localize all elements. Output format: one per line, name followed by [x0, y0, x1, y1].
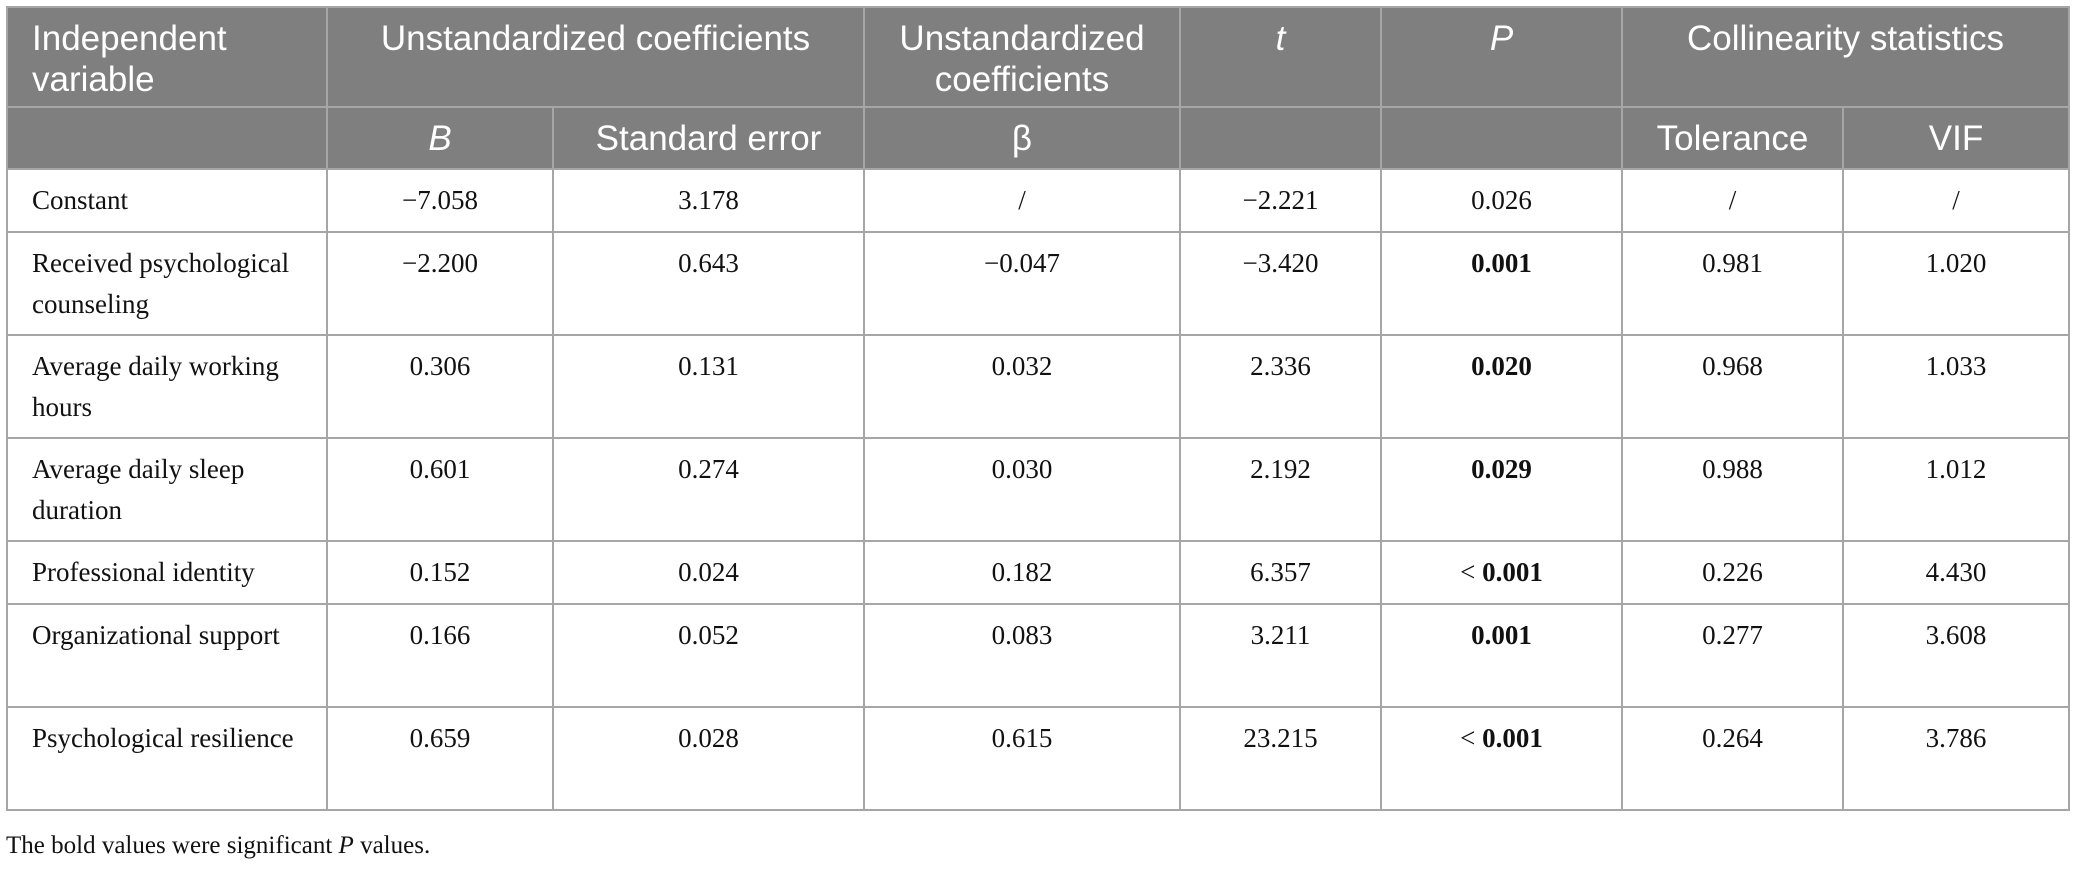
p-prefix: < [1460, 723, 1483, 753]
table-row: Psychological resilience 0.659 0.028 0.615 2… [6, 706, 2071, 811]
cell-vif: 1.020 [1841, 231, 2071, 336]
cell-t: 2.192 [1179, 437, 1382, 542]
cell-variable: Organizational support [6, 603, 328, 708]
cell-p: 0.020 [1380, 334, 1623, 439]
p-value: 0.001 [1482, 723, 1543, 753]
table-footnote: The bold values were significant P value… [6, 831, 430, 861]
p-value: 0.026 [1471, 185, 1532, 215]
cell-b: 0.152 [326, 540, 554, 605]
cell-tolerance: 0.988 [1621, 437, 1844, 542]
cell-variable: Psychological resilience [6, 706, 328, 811]
cell-b: 0.601 [326, 437, 554, 542]
cell-p: < 0.001 [1380, 540, 1623, 605]
cell-p: < 0.001 [1380, 706, 1623, 811]
table-row: Constant −7.058 3.178/−2.221 0.026// [6, 168, 2071, 233]
cell-beta: 0.615 [863, 706, 1181, 811]
cell-t: 23.215 [1179, 706, 1382, 811]
cell-variable: Received psychological counseling [6, 231, 328, 336]
cell-vif: 3.786 [1841, 706, 2071, 811]
table-row: Professional identity 0.152 0.024 0.182 6.35… [6, 540, 2071, 605]
header-p: P [1380, 6, 1623, 108]
table-body: Constant −7.058 3.178/−2.221 0.026// Receive… [6, 168, 2071, 811]
table-row: Organizational support 0.166 0.052 0.083 3.2… [6, 603, 2071, 708]
cell-t: 3.211 [1179, 603, 1382, 708]
p-prefix: < [1460, 557, 1483, 587]
cell-standard-error: 0.052 [552, 603, 865, 708]
cell-variable: Professional identity [6, 540, 328, 605]
header-beta: β [863, 106, 1181, 170]
table-row: Average daily working hours 0.306 0.131 0.0… [6, 334, 2071, 439]
footnote-p-symbol: P [338, 832, 354, 859]
p-value: 0.029 [1471, 454, 1532, 484]
header-b: B [326, 106, 554, 170]
cell-t: 6.357 [1179, 540, 1382, 605]
cell-variable: Constant [6, 168, 328, 233]
cell-beta: 0.083 [863, 603, 1181, 708]
cell-standard-error: 0.274 [552, 437, 865, 542]
cell-b: 0.166 [326, 603, 554, 708]
header-row-1: Independent variable Unstandardized coef… [6, 6, 2071, 108]
cell-tolerance: 0.981 [1621, 231, 1844, 336]
cell-beta: 0.032 [863, 334, 1181, 439]
cell-b: −7.058 [326, 168, 554, 233]
cell-vif: 1.033 [1841, 334, 2071, 439]
cell-vif: 4.430 [1841, 540, 2071, 605]
header-empty-cell [1380, 106, 1623, 170]
p-value: 0.001 [1482, 557, 1543, 587]
p-value: 0.001 [1471, 248, 1532, 278]
cell-tolerance: 0.226 [1621, 540, 1844, 605]
header-standard-error: Standard error [552, 106, 865, 170]
cell-b: −2.200 [326, 231, 554, 336]
footnote-text-end: values. [353, 832, 431, 859]
header-unstandardized-coefficients: Unstandardized coefficients [326, 6, 865, 108]
cell-tolerance: 0.277 [1621, 603, 1844, 708]
cell-vif: / [1841, 168, 2071, 233]
cell-t: 2.336 [1179, 334, 1382, 439]
cell-standard-error: 3.178 [552, 168, 865, 233]
header-collinearity-statistics: Collinearity statistics [1620, 6, 2071, 108]
header-row-2: B Standard error β Tolerance VIF [6, 106, 2071, 170]
cell-beta: −0.047 [863, 231, 1181, 336]
cell-standard-error: 0.643 [552, 231, 865, 336]
header-t: t [1179, 6, 1382, 108]
cell-t: −2.221 [1179, 168, 1382, 233]
cell-standard-error: 0.131 [552, 334, 865, 439]
cell-vif: 1.012 [1841, 437, 2071, 542]
cell-b: 0.659 [326, 706, 554, 811]
cell-tolerance: / [1621, 168, 1844, 233]
p-value: 0.020 [1471, 351, 1532, 381]
cell-vif: 3.608 [1841, 603, 2071, 708]
cell-beta: / [863, 168, 1181, 233]
cell-beta: 0.030 [863, 437, 1181, 542]
header-independent-variable: Independent variable [6, 6, 328, 108]
header-unstandardized-coefficients-2: Unstandardized coefficients [863, 6, 1181, 108]
cell-tolerance: 0.264 [1621, 706, 1844, 811]
regression-table: Independent variable Unstandardized coef… [6, 6, 2071, 811]
p-value: 0.001 [1471, 620, 1532, 650]
header-vif: VIF [1841, 106, 2071, 170]
cell-tolerance: 0.968 [1621, 334, 1844, 439]
header-empty-cell [6, 106, 328, 170]
header-empty-cell [1179, 106, 1382, 170]
cell-variable: Average daily sleep duration [6, 437, 328, 542]
header-tolerance: Tolerance [1621, 106, 1844, 170]
cell-p: 0.001 [1380, 231, 1623, 336]
cell-p: 0.026 [1380, 168, 1623, 233]
cell-standard-error: 0.028 [552, 706, 865, 811]
cell-beta: 0.182 [863, 540, 1181, 605]
cell-p: 0.001 [1380, 603, 1623, 708]
cell-t: −3.420 [1179, 231, 1382, 336]
table-row: Received psychological counseling −2.200 0… [6, 231, 2071, 336]
footnote-text: The bold values were significant [6, 832, 339, 859]
cell-p: 0.029 [1380, 437, 1623, 542]
cell-standard-error: 0.024 [552, 540, 865, 605]
table-row: Average daily sleep duration 0.601 0.274 0.… [6, 437, 2071, 542]
cell-variable: Average daily working hours [6, 334, 328, 439]
cell-b: 0.306 [326, 334, 554, 439]
